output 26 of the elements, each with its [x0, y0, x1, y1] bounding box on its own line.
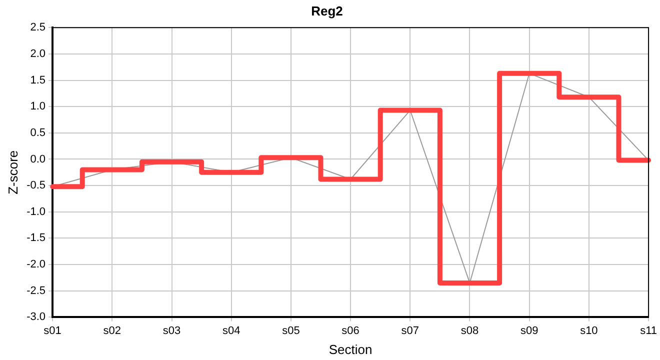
- x-tick-label: s09: [520, 324, 538, 337]
- x-tick-label: s01: [44, 324, 62, 337]
- x-tick-label: s03: [162, 324, 181, 337]
- y-tick-label: -1.0: [26, 206, 46, 218]
- y-tick-label: 2.0: [30, 48, 46, 60]
- y-tick-label: -2.0: [26, 258, 46, 271]
- y-tick-label: -0.5: [26, 180, 46, 192]
- y-tick-label: -2.5: [26, 284, 46, 297]
- x-tick-label: s11: [640, 324, 657, 337]
- y-tick-label: 2.5: [30, 22, 46, 34]
- x-tick-label: s05: [282, 324, 300, 337]
- x-tick-label: s04: [222, 324, 240, 337]
- x-tick-label: s02: [103, 324, 122, 337]
- x-tick-label: s08: [460, 324, 479, 337]
- chart-title: Reg2: [311, 3, 343, 18]
- x-axis-title: Section: [328, 342, 372, 357]
- y-tick-label: 1.5: [30, 74, 46, 86]
- y-axis-title: Z-score: [5, 150, 20, 194]
- x-tick-label: s07: [401, 324, 420, 337]
- y-tick-label: -1.5: [26, 232, 46, 244]
- y-tick-label: -3.0: [26, 311, 46, 324]
- x-tick-label: s06: [342, 324, 360, 337]
- y-tick-label: 1.0: [30, 100, 46, 113]
- y-tick-label: 0.5: [30, 126, 46, 139]
- x-tick-label: s10: [580, 324, 598, 337]
- y-tick-label: 0.0: [30, 153, 46, 166]
